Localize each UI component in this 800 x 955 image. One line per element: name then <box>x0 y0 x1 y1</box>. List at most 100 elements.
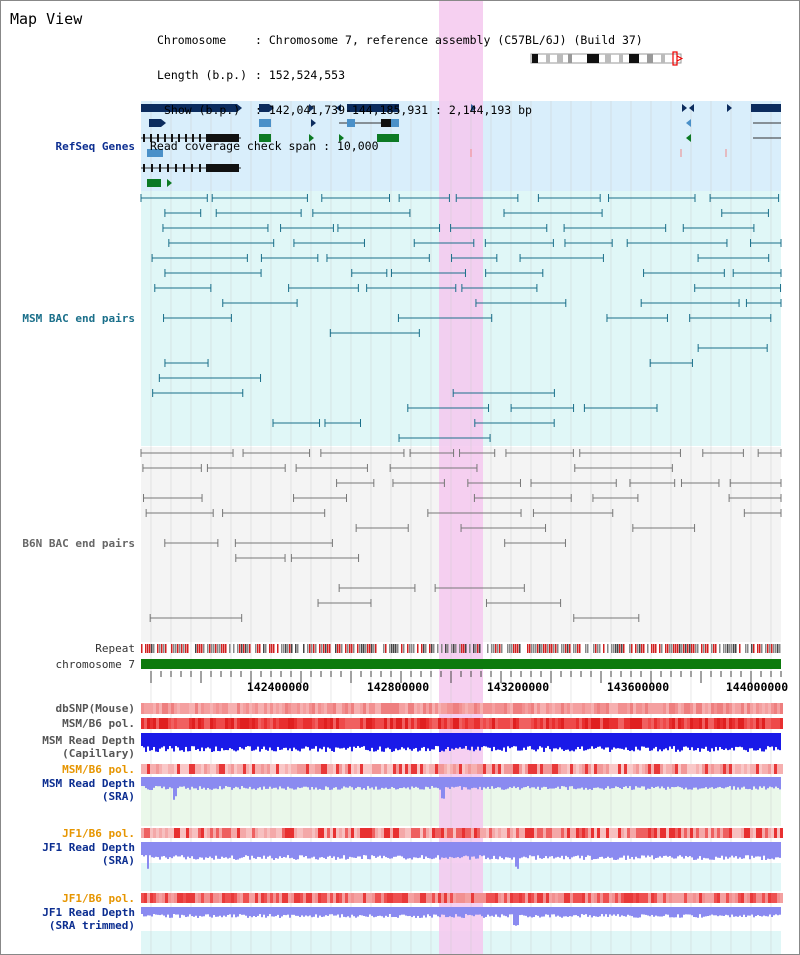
depth-bar <box>457 907 459 917</box>
heat-cell <box>471 893 474 903</box>
heat-cell <box>690 828 693 838</box>
heat-cell <box>231 703 234 714</box>
heat-cell <box>156 703 159 714</box>
heat-cell <box>342 764 345 774</box>
heat-cell <box>696 828 699 838</box>
depth-bar <box>779 733 781 751</box>
heat-cell <box>330 718 333 729</box>
depth-bar <box>181 777 183 787</box>
heat-cell <box>684 718 687 729</box>
depth-bar <box>679 907 681 918</box>
heat-cell <box>687 893 690 903</box>
track-label-msm-b6-pol-2[interactable]: MSM/B6 pol. <box>62 763 135 776</box>
repeat-element <box>225 644 227 653</box>
depth-bar <box>643 842 645 856</box>
track-label-refseq[interactable]: RefSeq Genes <box>55 140 135 153</box>
depth-bar <box>515 733 517 747</box>
depth-bar <box>697 777 699 790</box>
depth-bar <box>209 907 211 917</box>
heat-cell <box>417 703 420 714</box>
track-label-jf1-b6-pol-1[interactable]: JF1/B6 pol. <box>62 827 135 840</box>
repeat-element <box>615 644 617 653</box>
heat-cell <box>165 764 168 774</box>
repeat-element <box>473 644 475 653</box>
depth-bar <box>565 907 567 917</box>
depth-bar <box>347 842 349 859</box>
depth-bar <box>493 733 495 747</box>
depth-bar <box>295 907 297 916</box>
heat-cell <box>246 703 249 714</box>
heat-cell <box>618 703 621 714</box>
depth-bar <box>371 907 373 916</box>
depth-bar <box>431 842 433 860</box>
heat-cell <box>297 703 300 714</box>
depth-bar <box>201 733 203 748</box>
track-label-jf1-b6-pol-2[interactable]: JF1/B6 pol. <box>62 892 135 905</box>
heat-cell <box>198 718 201 729</box>
highlight-region <box>439 1 483 954</box>
depth-bar <box>403 907 405 915</box>
track-label-msm-read-depth-sra[interactable]: MSM Read Depth (SRA) <box>42 777 135 803</box>
repeat-element <box>497 644 499 653</box>
track-label-msm-read-depth-capillary[interactable]: MSM Read Depth (Capillary) <box>42 734 135 760</box>
heat-cell <box>168 893 171 903</box>
heat-cell <box>150 703 153 714</box>
depth-bar <box>765 777 767 790</box>
depth-bar <box>549 777 551 789</box>
depth-bar <box>283 777 285 789</box>
track-label-b6n-bac[interactable]: B6N BAC end pairs <box>22 537 135 550</box>
depth-bar <box>455 733 457 748</box>
heat-cell <box>147 764 150 774</box>
depth-bar <box>303 733 305 749</box>
track-label-msm-bac[interactable]: MSM BAC end pairs <box>22 312 135 325</box>
heat-cell <box>408 703 411 714</box>
depth-bar <box>599 733 601 747</box>
repeat-element <box>695 644 697 653</box>
depth-bar <box>521 777 523 789</box>
heat-cell <box>243 718 246 729</box>
heat-cell <box>645 764 648 774</box>
heat-cell <box>186 893 189 903</box>
heat-cell <box>774 828 777 838</box>
depth-bar <box>205 842 207 858</box>
depth-bar <box>377 777 379 790</box>
depth-bar <box>763 733 765 752</box>
depth-bar <box>317 907 319 918</box>
ideogram-position-marker <box>672 51 678 66</box>
depth-bar <box>731 777 733 790</box>
depth-bar <box>193 842 195 859</box>
depth-bar <box>319 907 321 916</box>
depth-bar <box>501 733 503 751</box>
repeat-element <box>765 644 767 653</box>
heat-cell <box>564 893 567 903</box>
heat-cell <box>381 893 384 903</box>
heat-cell <box>267 893 270 903</box>
heat-cell <box>411 718 414 729</box>
depth-bar <box>643 907 645 915</box>
depth-bar <box>597 842 599 859</box>
track-label-jf1-read-depth-sra[interactable]: JF1 Read Depth (SRA) <box>42 841 135 867</box>
track-label-jf1-read-depth-trimmed[interactable]: JF1 Read Depth (SRA trimmed) <box>42 906 135 932</box>
heat-cell <box>324 893 327 903</box>
track-label-dbsnp[interactable]: dbSNP(Mouse) <box>55 702 135 715</box>
heat-cell <box>546 828 549 838</box>
heat-cell <box>348 718 351 729</box>
depth-bar <box>733 733 735 751</box>
heat-cell <box>339 828 342 838</box>
depth-bar <box>715 907 717 916</box>
ideogram-band <box>568 54 572 63</box>
depth-bar <box>329 842 331 856</box>
heat-cell <box>444 718 447 729</box>
depth-bar <box>675 777 677 788</box>
depth-bar <box>609 733 611 752</box>
depth-bar <box>725 777 727 788</box>
repeat-element <box>545 644 547 653</box>
heat-cell <box>585 764 588 774</box>
depth-bar <box>401 733 403 748</box>
depth-bar <box>491 842 493 859</box>
track-label-msm-b6-pol-1[interactable]: MSM/B6 pol. <box>62 717 135 730</box>
depth-bar <box>571 842 573 858</box>
heat-cell <box>525 718 528 729</box>
depth-bar <box>723 777 725 789</box>
